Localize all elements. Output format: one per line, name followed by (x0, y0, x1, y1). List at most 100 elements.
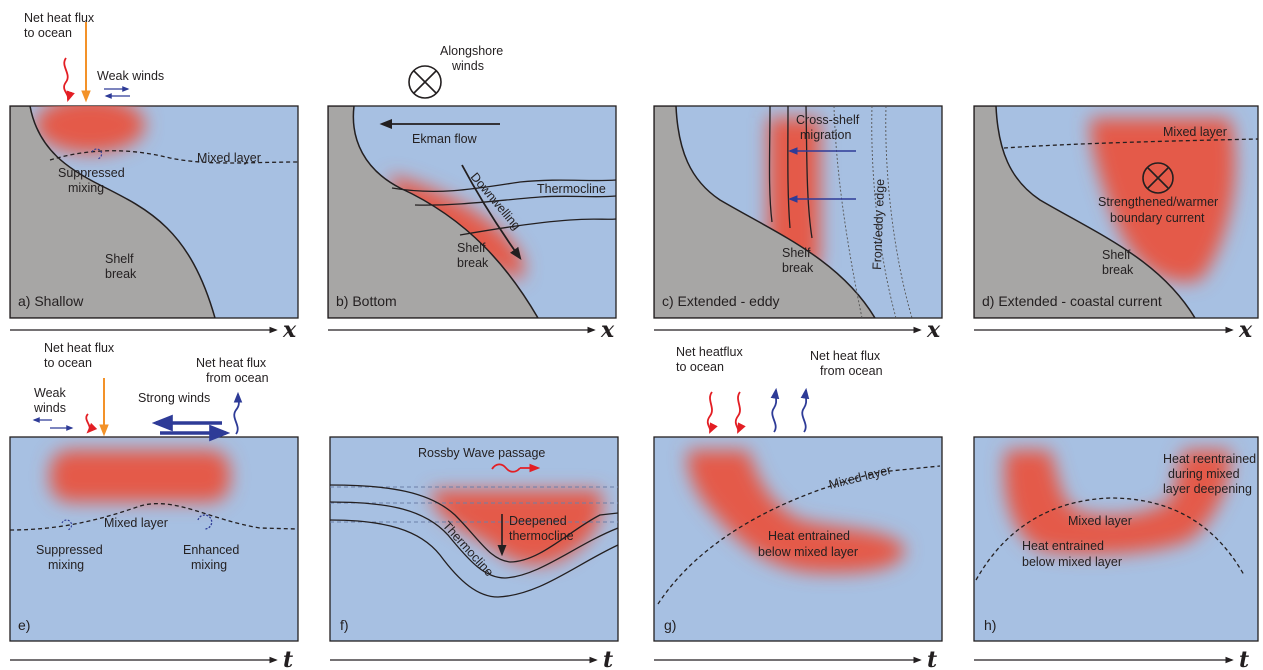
panel-e-enhanced-icon (197, 514, 213, 530)
panel-e-enhanced-2: mixing (191, 558, 227, 572)
panel-h: Heat reentrained during mixed layer deep… (973, 436, 1259, 642)
panel-a-flux-label-1: Net heat flux (24, 11, 95, 25)
panel-e-flux-out-1: Net heat flux (196, 356, 267, 370)
panel-a-shelf-1: Shelf (105, 252, 134, 266)
axis-a-label: x (282, 317, 297, 343)
panel-a-title: a) Shallow (18, 293, 84, 309)
axis-b-label: x (600, 317, 615, 343)
panel-b-ekman-label: Ekman flow (412, 132, 478, 146)
panel-a-mixed-layer-line (49, 150, 299, 164)
panel-e-flux-in-1: Net heat flux (44, 341, 115, 355)
panel-e-title: e) (18, 617, 30, 633)
panel-h-entrained-2: below mixed layer (1022, 555, 1122, 569)
panel-h-reentrained-3: layer deepening (1163, 482, 1252, 496)
panel-f-deepened-1: Deepened (509, 514, 567, 528)
panel-a-suppressed-2: mixing (68, 181, 104, 195)
panel-b-winds-1: Alongshore (440, 44, 503, 58)
panel-c-edge-line-1 (833, 105, 863, 319)
panel-e-mixed-layer-line (9, 502, 299, 531)
panel-f-rossby-label: Rossby Wave passage (418, 446, 545, 460)
panel-e-weak-2: winds (33, 401, 66, 415)
panel-b-thermocline-2 (414, 195, 616, 206)
panel-e-suppressed-1: Suppressed (36, 543, 103, 557)
panel-b-shelf-2: break (457, 256, 489, 270)
panel-g: Net heatflux to ocean Net heat flux from… (653, 345, 943, 642)
panel-g-flux-in-1: Net heatflux (676, 345, 743, 359)
panel-a-suppressed-1: Suppressed (58, 166, 125, 180)
panel-a-shelf-2: break (105, 267, 137, 281)
panel-f-heat-patch (431, 490, 602, 565)
panel-h-reentrained-1: Heat reentrained (1163, 452, 1256, 466)
panel-f-deepened-2: thermocline (509, 529, 574, 543)
panel-a-heat-patch (35, 106, 145, 153)
panel-f-rossby-wave-icon (491, 463, 521, 473)
panel-g-flux-out-2: from ocean (820, 364, 883, 378)
axis-d-label: x (1238, 317, 1253, 343)
panel-c-shelf-1: Shelf (782, 246, 811, 260)
panel-f: Rossby Wave passage Deepened thermocline… (329, 436, 619, 642)
panel-b-land (328, 106, 539, 318)
panel-a-flux-label-2: to ocean (24, 26, 72, 40)
panel-e-heat-out-arrow (233, 391, 243, 435)
panel-b-shelf-1: Shelf (457, 241, 486, 255)
panel-a-land (10, 106, 216, 318)
panel-e-suppressed-2: mixing (48, 558, 84, 572)
panel-b: Alongshore winds Ekman flow Thermocline … (327, 44, 617, 319)
panel-d-mixed-layer-label: Mixed layer (1163, 125, 1227, 139)
panel-g-entrained-2: below mixed layer (758, 545, 858, 559)
panel-c-edge-line-3 (885, 105, 913, 319)
panel-h-mixed-layer-label: Mixed layer (1068, 514, 1132, 528)
bottom-axes: t t t t (10, 647, 1249, 670)
panel-h-title: h) (984, 617, 996, 633)
panel-g-heat-out-arrow-1 (770, 387, 780, 433)
panel-c: Cross-shelf migration Front/eddy edge Sh… (653, 105, 943, 319)
panel-c-front-label: Front/eddy edge (870, 179, 887, 271)
panel-a: Net heat flux to ocean Weak winds Mixed … (9, 11, 299, 319)
panel-h-entrained-1: Heat entrained (1022, 539, 1104, 553)
panel-c-shelf-2: break (782, 261, 814, 275)
panel-f-thermocline-2 (330, 501, 618, 579)
panel-g-heat-in-arrow-2 (734, 391, 746, 434)
panel-c-migration-1: Cross-shelf (796, 113, 860, 127)
panel-e-weak-1: Weak (34, 386, 66, 400)
panel-d-current-2: boundary current (1110, 211, 1205, 225)
panel-e-mixed-layer-label: Mixed layer (104, 516, 168, 530)
panel-f-title: f) (340, 617, 349, 633)
panel-g-mixed-layer-line (657, 465, 941, 605)
panel-g-flux-out-1: Net heat flux (810, 349, 881, 363)
panel-g-title: g) (664, 617, 676, 633)
panel-h-heat-patch (1004, 450, 1231, 555)
panel-h-mixed-layer-line (975, 497, 1245, 581)
panel-c-front-line-1 (768, 105, 773, 223)
panel-g-heat-patch (687, 450, 905, 573)
panel-g-flux-in-2: to ocean (676, 360, 724, 374)
panel-b-thermocline-label: Thermocline (537, 182, 606, 196)
panel-e-heat-in-arrow (85, 413, 98, 434)
top-axes: x x x x (10, 317, 1253, 343)
axis-f-label: t (603, 647, 613, 670)
panel-b-title: b) Bottom (336, 293, 397, 309)
panel-e-flux-in-2: to ocean (44, 356, 92, 370)
panel-d-current-icon (1142, 162, 1174, 194)
panel-a-mixing-icon (91, 148, 103, 160)
panel-c-front-line-2 (787, 105, 791, 229)
panel-d-heat-patch (1090, 118, 1236, 282)
panel-b-downwelling-arrow (461, 164, 522, 261)
panel-a-winds-label: Weak winds (97, 69, 164, 83)
panel-b-thermocline-1 (391, 179, 616, 192)
panel-c-migration-2: migration (800, 128, 851, 142)
panel-e-strong-label: Strong winds (138, 391, 210, 405)
panel-b-winds-2: winds (451, 59, 484, 73)
panel-c-front-line-3 (805, 105, 813, 239)
axis-g-label: t (927, 647, 937, 670)
panel-b-alongshore-wind-icon (408, 65, 442, 99)
panel-e-suppressed-icon (61, 519, 73, 531)
panel-d-shelf-2: break (1102, 263, 1134, 277)
panel-g-heat-out-arrow-2 (800, 387, 810, 433)
panel-e-flux-out-2: from ocean (206, 371, 269, 385)
panel-d-current-1: Strengthened/warmer (1098, 195, 1218, 209)
panel-c-land (654, 106, 876, 318)
panel-a-mixed-layer-label: Mixed layer (197, 151, 261, 165)
panel-g-heat-in-arrow-1 (706, 391, 718, 434)
